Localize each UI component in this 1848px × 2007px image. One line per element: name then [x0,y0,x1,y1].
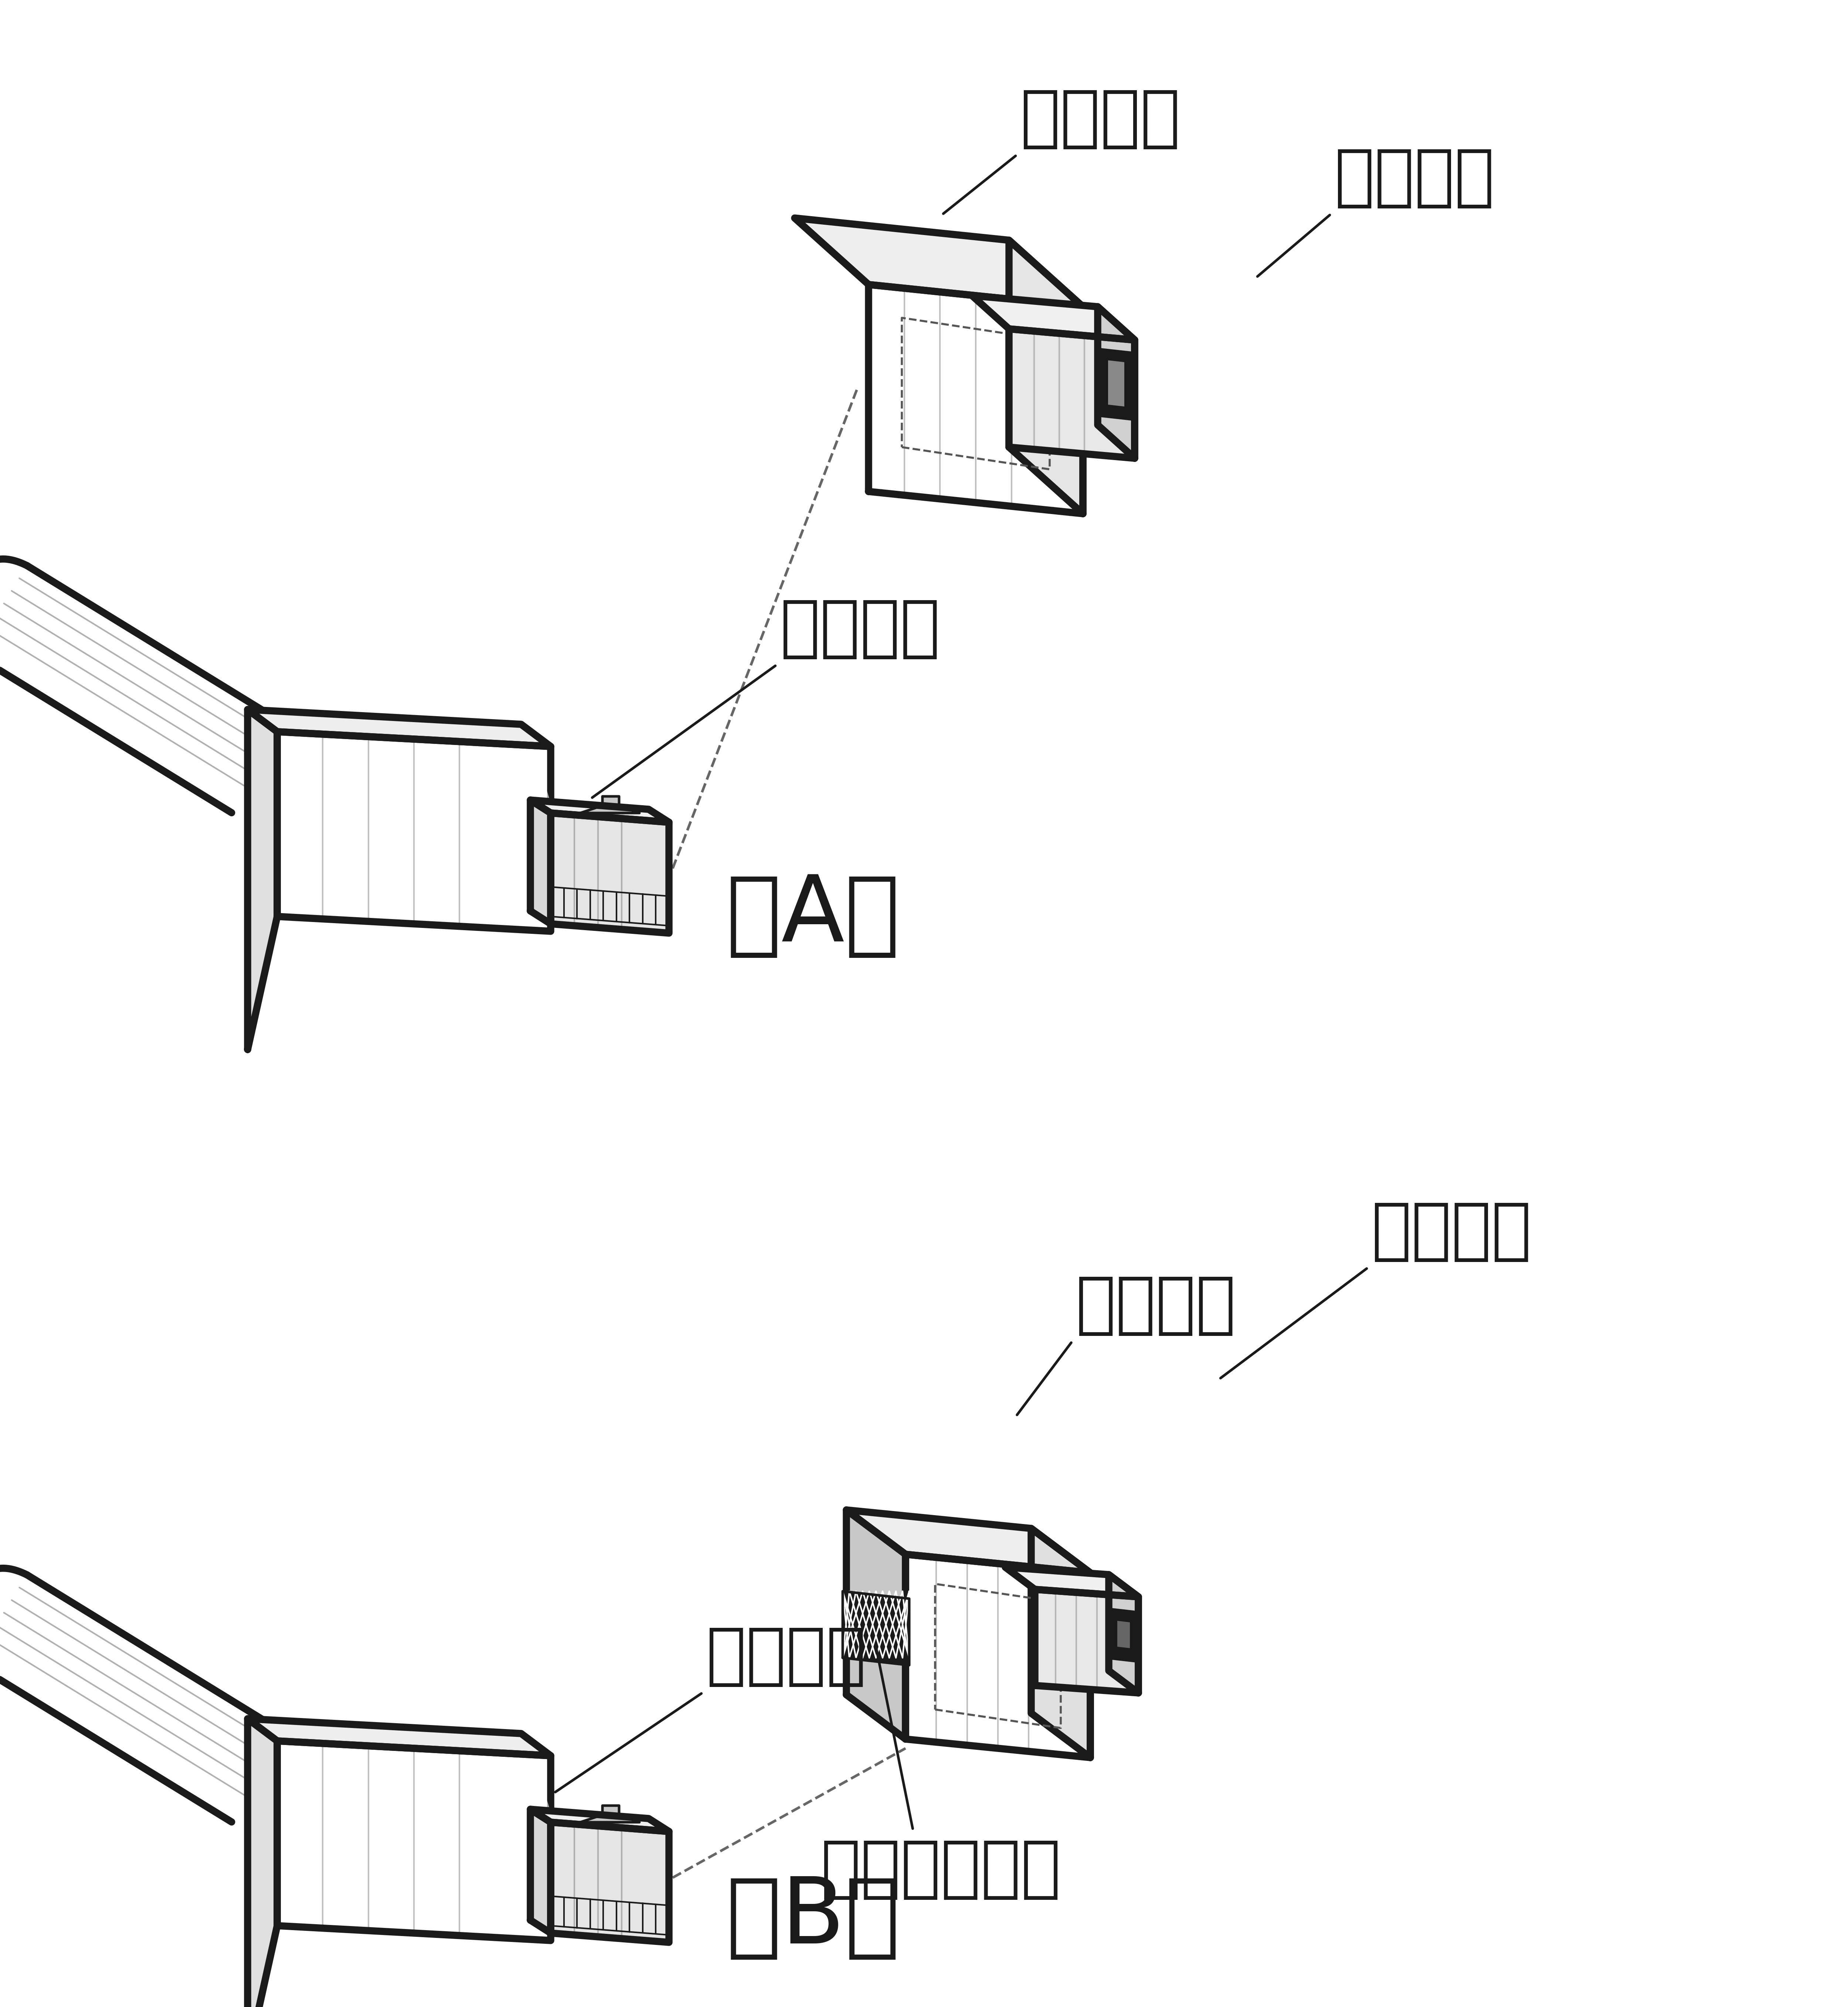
Polygon shape [1109,361,1124,407]
Polygon shape [551,813,669,933]
Polygon shape [551,1822,669,1943]
Text: アダプタ: アダプタ [1020,86,1181,151]
Polygon shape [547,791,553,925]
Polygon shape [1031,1529,1090,1758]
Text: （B）: （B） [726,1873,900,1963]
Polygon shape [1035,1590,1138,1692]
Polygon shape [843,1592,909,1666]
Text: （A）: （A） [726,871,900,961]
Polygon shape [277,1740,551,1941]
Polygon shape [248,710,277,1050]
Polygon shape [1111,1608,1137,1662]
Polygon shape [0,1575,286,1822]
Text: タイプ２: タイプ２ [1334,147,1495,211]
Polygon shape [795,219,1083,307]
Polygon shape [255,1720,281,1830]
Polygon shape [547,1800,553,1935]
Polygon shape [1098,307,1135,458]
Polygon shape [1005,1567,1138,1598]
Text: タイプ１: タイプ１ [706,1624,867,1690]
Polygon shape [1100,349,1133,419]
Polygon shape [530,1808,669,1832]
Polygon shape [1009,241,1083,514]
Polygon shape [277,733,551,931]
Polygon shape [1118,1622,1129,1648]
Polygon shape [1009,329,1135,458]
Text: アダプタ: アダプタ [1076,1272,1236,1339]
Text: タイプ２: タイプ２ [1371,1198,1532,1264]
Polygon shape [530,801,669,823]
Polygon shape [530,801,551,923]
Polygon shape [0,566,286,813]
Polygon shape [869,285,1083,514]
Polygon shape [580,1806,639,1822]
Polygon shape [248,710,551,747]
Polygon shape [580,797,639,813]
Text: タイプ１: タイプ１ [780,596,941,662]
Polygon shape [248,1718,277,2007]
Polygon shape [846,1509,906,1740]
Text: 【特徴部分】: 【特徴部分】 [821,1836,1061,1903]
Polygon shape [846,1509,1090,1573]
Polygon shape [248,1718,551,1756]
Polygon shape [1109,1575,1138,1692]
Polygon shape [972,295,1135,339]
Polygon shape [255,710,281,821]
Polygon shape [906,1553,1090,1758]
Polygon shape [530,1808,551,1933]
